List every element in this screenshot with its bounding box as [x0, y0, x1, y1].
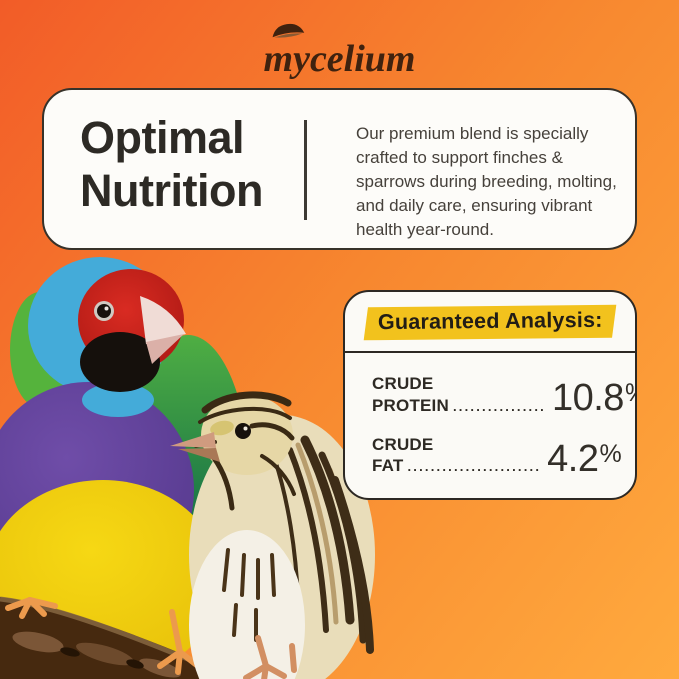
analysis-rows: CRUDE PROTEIN ................ 10.8% CRU… — [345, 353, 635, 478]
fat-label: CRUDE FAT ....................... — [372, 434, 547, 478]
yellow-highlight: Guaranteed Analysis: — [363, 304, 617, 341]
nutrition-title-line2: Nutrition — [80, 164, 263, 216]
percent-sign: % — [599, 439, 622, 468]
nutrition-title-line1: Optimal — [80, 112, 245, 163]
nutrition-card: Optimal Nutrition Our premium blend is s… — [42, 88, 637, 250]
nutrition-description: Our premium blend is specially crafted t… — [356, 124, 617, 239]
percent-sign: % — [625, 379, 635, 407]
sparrow-feet — [243, 635, 297, 679]
brand-logo: mycelium — [0, 22, 679, 78]
protein-value: 10.8% — [552, 379, 635, 417]
brand-name: mycelium — [263, 38, 416, 80]
nutrition-title: Optimal Nutrition — [80, 112, 263, 217]
leader-dots: ................ — [452, 398, 546, 414]
analysis-heading-text: Guaranteed Analysis: — [377, 307, 603, 335]
analysis-heading: Guaranteed Analysis: — [345, 304, 635, 341]
leader-dots: ....................... — [407, 459, 542, 475]
protein-label: CRUDE PROTEIN ................ — [372, 373, 552, 417]
analysis-row-protein: CRUDE PROTEIN ................ 10.8% — [372, 373, 635, 417]
fat-value: 4.2% — [547, 437, 622, 480]
mushroom-icon — [272, 23, 304, 38]
analysis-card: Guaranteed Analysis: CRUDE PROTEIN .....… — [343, 290, 637, 500]
savannah-sparrow-illustration — [170, 391, 375, 679]
analysis-divider — [345, 351, 635, 353]
analysis-row-fat: CRUDE FAT ....................... 4.2% — [372, 434, 622, 478]
birds-illustration — [0, 257, 375, 679]
vertical-divider — [304, 120, 307, 220]
